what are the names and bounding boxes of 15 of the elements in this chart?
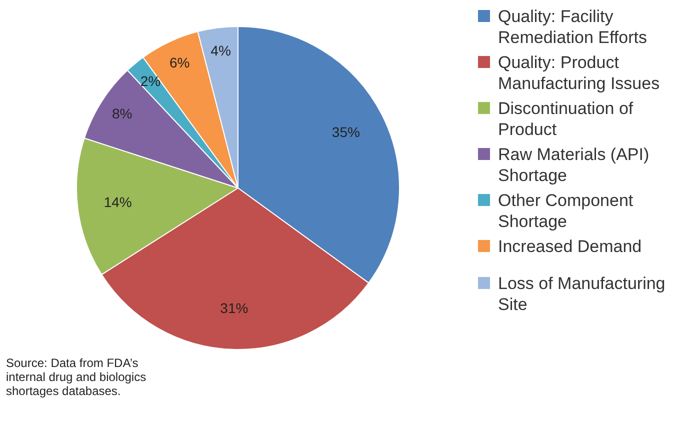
data-label: 8%: [112, 105, 132, 122]
data-label: 4%: [210, 42, 231, 59]
data-label: 35%: [332, 124, 360, 140]
data-label: 2%: [140, 73, 161, 90]
legend-label: Increased Demand: [498, 236, 642, 257]
source-note: Source: Data from FDA’s internal drug and biologics shortages databases.: [6, 356, 148, 398]
data-label: 14%: [104, 194, 132, 210]
data-label: 6%: [169, 54, 190, 71]
data-label: 31%: [220, 300, 248, 316]
legend-label: Raw Materials (API) Shortage: [498, 144, 650, 186]
legend-label: Quality: Product Manufacturing Issues: [498, 52, 661, 94]
legend-label: Discontinuation of Product: [498, 98, 634, 140]
legend-label: Other Component Shortage: [498, 190, 634, 232]
legend-label: Quality: Facility Remediation Efforts: [498, 6, 648, 48]
legend-label: Loss of Manufacturing Site: [498, 273, 666, 315]
